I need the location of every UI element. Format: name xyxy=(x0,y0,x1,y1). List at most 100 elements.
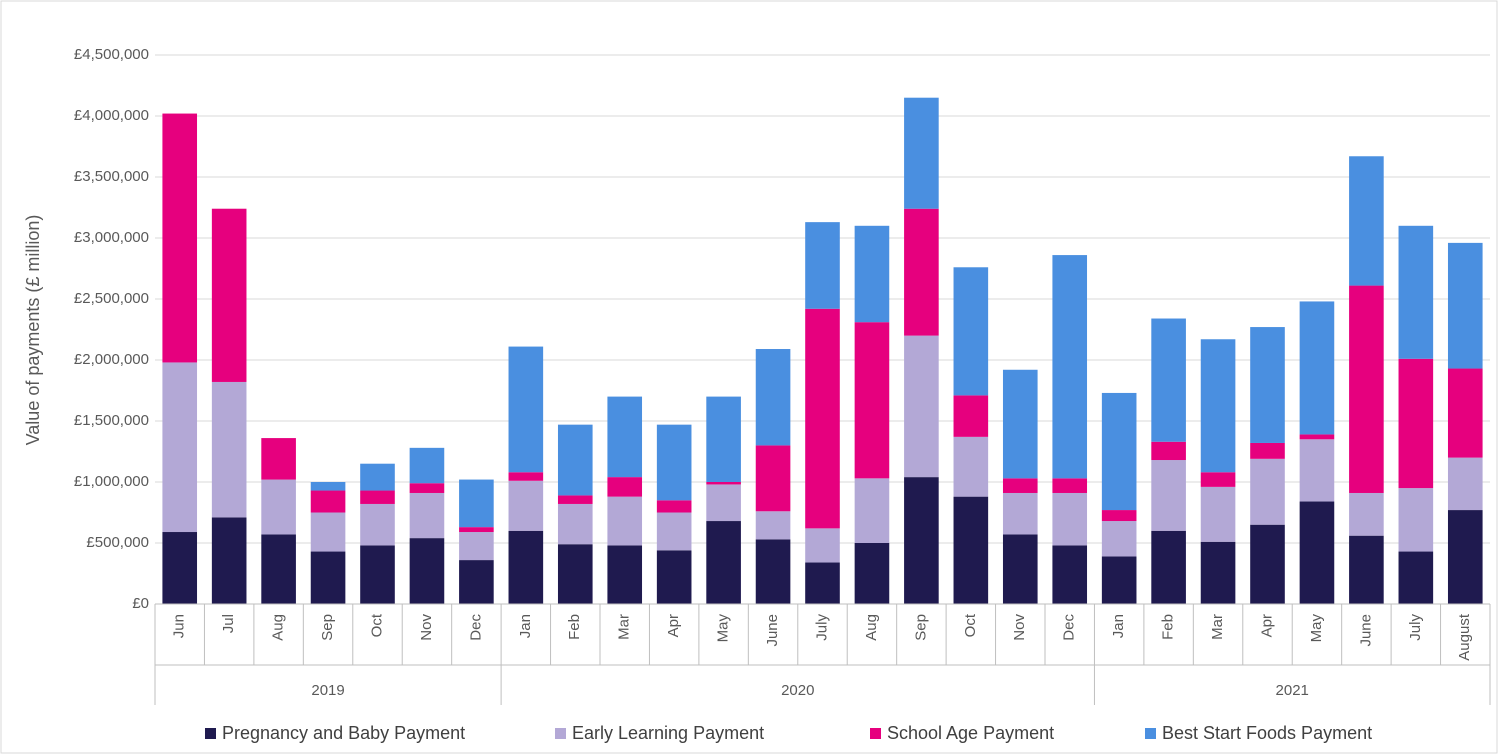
bar-segment xyxy=(953,267,989,396)
bar-segment xyxy=(953,436,989,497)
bar-segment xyxy=(953,395,989,437)
x-tick-label: Sep xyxy=(319,614,336,641)
bar-segment xyxy=(904,97,939,209)
x-tick-label: May xyxy=(1308,614,1325,643)
bar-segment xyxy=(1200,339,1236,473)
bar-segment xyxy=(459,560,494,604)
bar-segment xyxy=(755,349,791,446)
bar-segment xyxy=(1398,488,1434,552)
x-tick-label: Nov xyxy=(418,614,435,641)
bar-segment xyxy=(211,381,247,518)
bar-segment xyxy=(1151,460,1186,531)
bar-segment xyxy=(1151,530,1186,604)
legend-label: Pregnancy and Baby Payment xyxy=(222,723,465,743)
bar-segment xyxy=(904,477,939,604)
bar-segment xyxy=(162,113,198,363)
x-tick-label: August xyxy=(1456,613,1473,661)
x-tick-label: Dec xyxy=(1061,614,1078,641)
bar-segment xyxy=(310,482,346,491)
bar-segment xyxy=(360,463,395,491)
x-tick-label: Feb xyxy=(1160,614,1177,640)
x-tick-label: Feb xyxy=(566,614,583,640)
bar-segment xyxy=(1250,327,1285,443)
bar-segment xyxy=(1398,358,1434,489)
bar-segment xyxy=(1002,492,1038,535)
bar-segment xyxy=(706,521,741,604)
bar-segment xyxy=(508,530,544,604)
group-label: 2019 xyxy=(311,682,344,699)
bar-segment xyxy=(557,544,593,604)
bar-segment xyxy=(557,503,593,545)
bar-segment xyxy=(1447,368,1483,458)
group-label: 2020 xyxy=(781,682,814,699)
bar-segment xyxy=(459,479,494,528)
bar-segment xyxy=(1151,318,1186,442)
bar-segment xyxy=(805,528,840,563)
bar-segment xyxy=(1349,156,1384,286)
legend-label: Best Start Foods Payment xyxy=(1162,723,1372,743)
x-tick-label: Jul xyxy=(220,614,237,633)
bar-segment xyxy=(1052,492,1088,546)
bar-segment xyxy=(261,479,296,535)
bar-segment xyxy=(211,517,247,604)
x-tick-label: Aug xyxy=(270,614,287,641)
y-tick-label: £3,000,000 xyxy=(74,229,149,246)
x-tick-label: Nov xyxy=(1011,614,1028,641)
bar-segment xyxy=(1052,255,1088,479)
bar-segment xyxy=(1447,510,1483,604)
bar-segment xyxy=(211,208,247,382)
bar-segment xyxy=(854,478,890,543)
bar-segment xyxy=(1349,535,1384,604)
bar-segment xyxy=(508,346,544,473)
bar-segment xyxy=(656,550,692,604)
bar-segment xyxy=(360,545,395,604)
bar-segment xyxy=(755,539,791,604)
bar-segment xyxy=(162,532,198,604)
bar-segment xyxy=(1052,478,1088,493)
bar-segment xyxy=(557,424,593,496)
bar-segment xyxy=(706,396,741,482)
x-tick-label: Sep xyxy=(912,614,929,641)
legend-swatch xyxy=(1145,728,1156,739)
bar-segment xyxy=(360,490,395,504)
y-axis-label: Value of payments (£ million) xyxy=(23,215,43,446)
bar-segment xyxy=(854,225,890,323)
bar-segment xyxy=(805,222,840,309)
bar-segment xyxy=(1052,545,1088,604)
bar-segment xyxy=(459,527,494,533)
y-tick-label: £2,000,000 xyxy=(74,351,149,368)
bar-segment xyxy=(1002,534,1038,604)
y-tick-label: £3,500,000 xyxy=(74,168,149,185)
bar-segment xyxy=(508,480,544,531)
bar-segment xyxy=(1299,301,1335,435)
bar-segment xyxy=(656,512,692,551)
legend-swatch xyxy=(205,728,216,739)
y-tick-label: £2,500,000 xyxy=(74,290,149,307)
bar-segment xyxy=(1349,492,1384,536)
bar-segment xyxy=(607,477,643,497)
bar-segment xyxy=(1250,458,1285,525)
x-tick-label: Dec xyxy=(467,614,484,641)
bar-segment xyxy=(310,551,346,604)
bar-segment xyxy=(904,335,939,478)
bar-segment xyxy=(1101,510,1137,522)
bar-segment xyxy=(854,543,890,604)
bar-segment xyxy=(162,362,198,533)
bar-segment xyxy=(1447,457,1483,511)
bar-segment xyxy=(508,472,544,481)
bar-segment xyxy=(1349,285,1384,493)
bar-segment xyxy=(607,496,643,546)
bar-segment xyxy=(755,445,791,512)
bar-segment xyxy=(607,396,643,478)
bar-segment xyxy=(854,322,890,479)
legend-swatch xyxy=(870,728,881,739)
bar-segment xyxy=(310,512,346,552)
bar-segment xyxy=(409,538,445,604)
bar-segment xyxy=(1151,441,1186,461)
bar-segment xyxy=(904,208,939,336)
bar-segment xyxy=(607,545,643,604)
x-tick-label: Oct xyxy=(368,613,385,637)
y-tick-label: £500,000 xyxy=(86,534,149,551)
